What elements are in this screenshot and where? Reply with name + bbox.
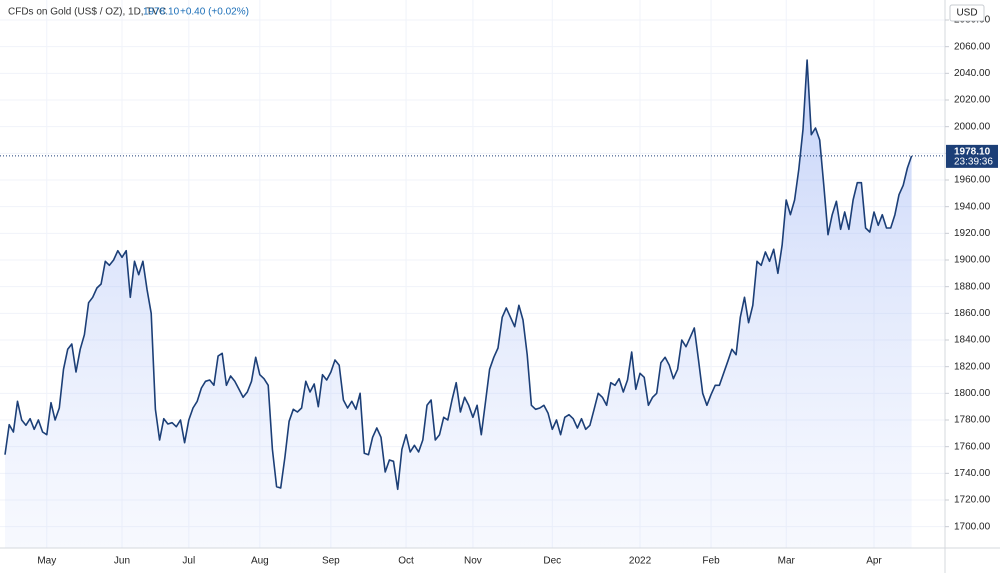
- y-tick-label: 1900.00: [954, 255, 991, 266]
- y-tick-label: 2040.00: [954, 68, 991, 79]
- y-tick-label: 1720.00: [954, 495, 991, 506]
- y-tick-label: 2000.00: [954, 121, 991, 132]
- x-tick-label: Sep: [322, 556, 340, 567]
- y-tick-label: 2020.00: [954, 95, 991, 106]
- y-tick-label: 1740.00: [954, 468, 991, 479]
- x-tick-label: Jun: [114, 556, 130, 567]
- last-price-label: 1978.10: [954, 147, 991, 158]
- y-tick-label: 1780.00: [954, 415, 991, 426]
- countdown-label: 23:39:36: [954, 157, 993, 168]
- y-tick-label: 1960.00: [954, 175, 991, 186]
- x-tick-label: May: [37, 556, 56, 567]
- y-tick-label: 1860.00: [954, 308, 991, 319]
- y-tick-label: 2060.00: [954, 41, 991, 52]
- y-tick-label: 1820.00: [954, 361, 991, 372]
- x-tick-label: Apr: [866, 556, 882, 567]
- y-tick-label: 1800.00: [954, 388, 991, 399]
- x-tick-label: Jul: [182, 556, 195, 567]
- y-tick-label: 1920.00: [954, 228, 991, 239]
- x-tick-label: Aug: [251, 556, 269, 567]
- area-fill: [5, 60, 912, 548]
- y-tick-label: 1760.00: [954, 441, 991, 452]
- x-tick-label: Mar: [778, 556, 796, 567]
- chart-title: CFDs on Gold (US$ / OZ), 1D, TVC: [8, 7, 166, 18]
- header-price: 1978.10: [143, 7, 180, 18]
- price-line: [4, 59, 913, 491]
- x-tick-label: 2022: [629, 556, 652, 567]
- y-tick-label: 1880.00: [954, 281, 991, 292]
- header-change: +0.40 (+0.02%): [180, 7, 249, 18]
- x-tick-label: Dec: [543, 556, 561, 567]
- currency-button[interactable]: [949, 4, 985, 22]
- last-price-tag: [946, 144, 998, 168]
- y-tick-label: 1940.00: [954, 201, 991, 212]
- x-tick-label: Nov: [464, 556, 482, 567]
- y-tick-label: 1840.00: [954, 335, 991, 346]
- x-tick-label: Feb: [702, 556, 720, 567]
- y-tick-label: 1700.00: [954, 521, 991, 532]
- currency-label[interactable]: USD: [956, 8, 977, 19]
- x-tick-label: Oct: [398, 556, 414, 567]
